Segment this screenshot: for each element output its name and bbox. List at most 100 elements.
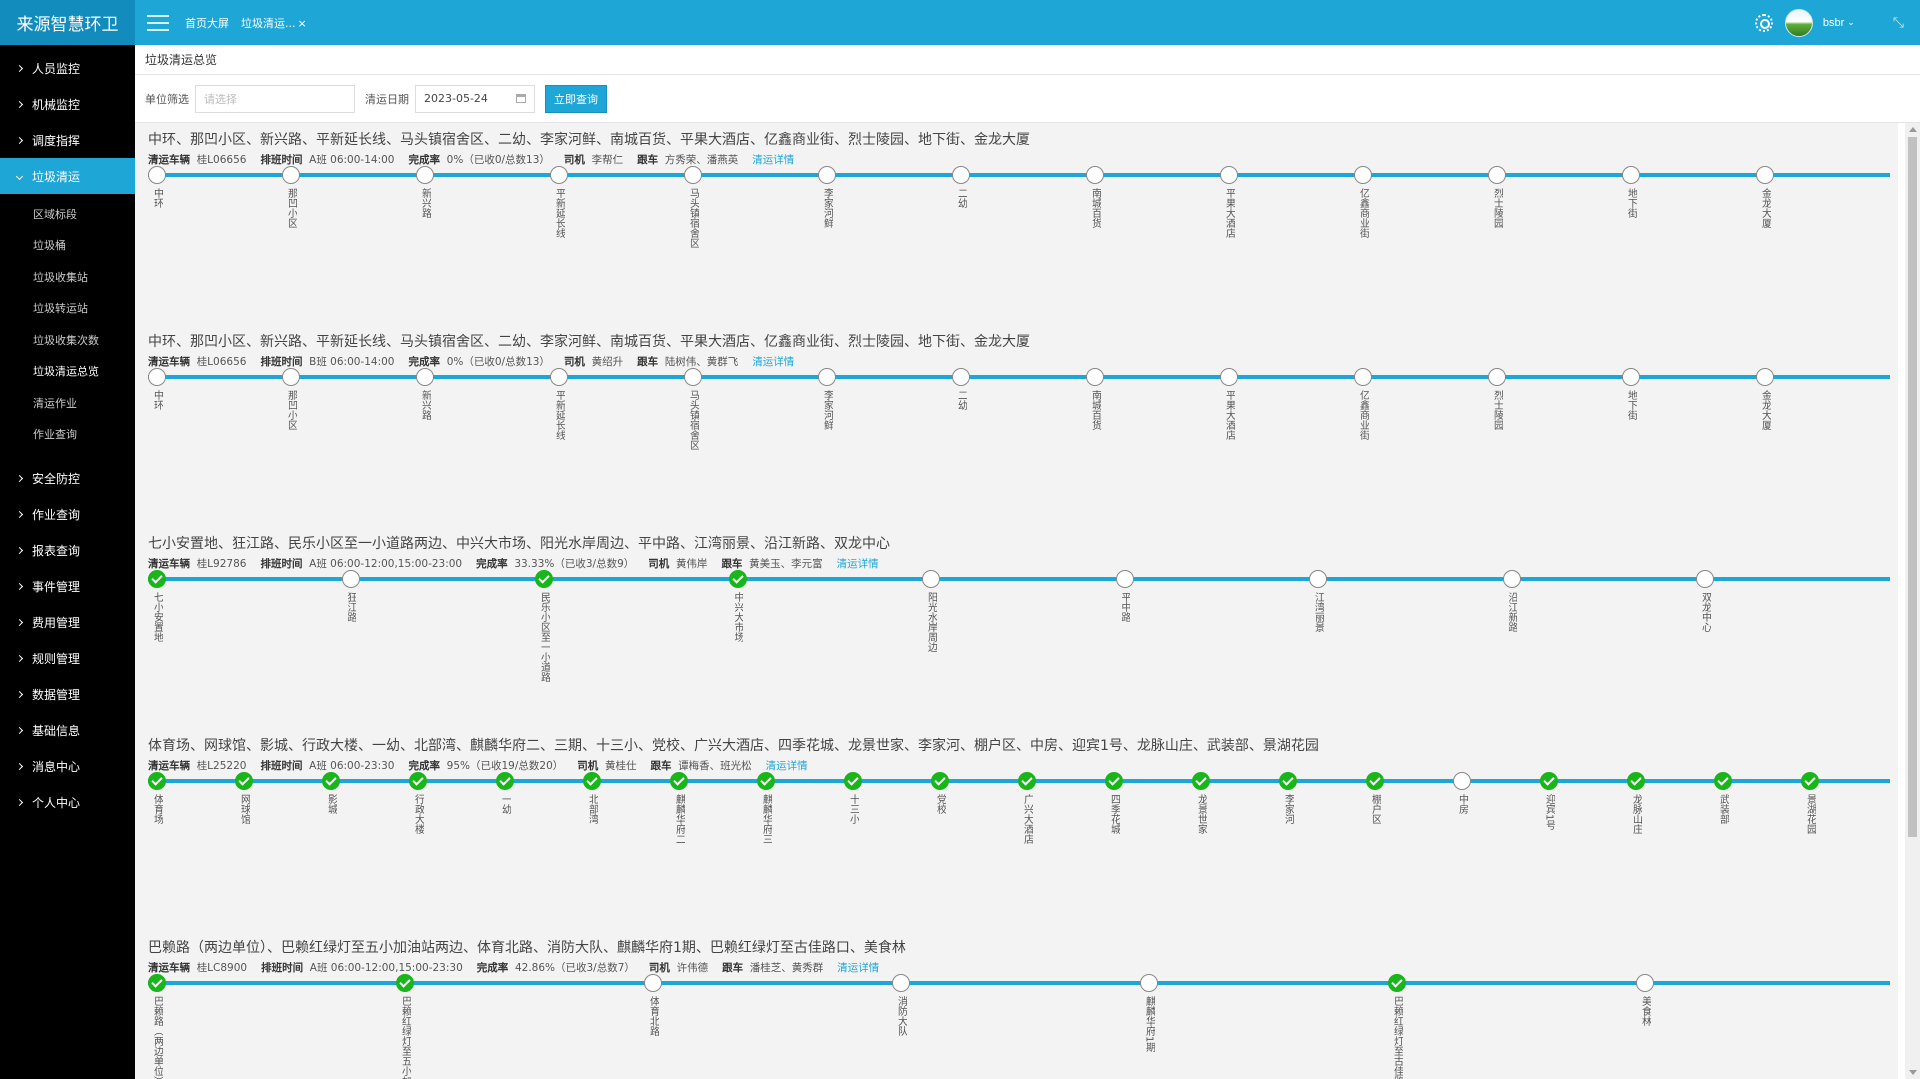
stop-circle-icon[interactable] <box>922 570 940 588</box>
stop-circle-icon[interactable] <box>416 166 434 184</box>
stop-circle-icon[interactable] <box>1453 772 1471 790</box>
route-detail-link[interactable]: 清运详情 <box>836 558 879 570</box>
check-circle-icon[interactable] <box>1105 772 1123 790</box>
check-circle-icon[interactable] <box>1366 772 1384 790</box>
sidebar-item[interactable]: 基础信息 <box>0 712 135 748</box>
check-circle-icon[interactable] <box>1192 772 1210 790</box>
route-detail-link[interactable]: 清运详情 <box>752 356 795 368</box>
sidebar-subitem[interactable]: 垃圾收集次数 <box>33 333 99 347</box>
date-field[interactable]: 2023-05-24 <box>415 84 535 113</box>
collapse-icon[interactable]: ⤡ <box>1892 14 1904 30</box>
stop-circle-icon[interactable] <box>892 974 910 992</box>
stop-circle-icon[interactable] <box>1488 368 1506 386</box>
scroll-up-icon[interactable] <box>1909 127 1917 132</box>
check-circle-icon[interactable] <box>757 772 775 790</box>
check-circle-icon[interactable] <box>535 570 553 588</box>
route-detail-link[interactable]: 清运详情 <box>837 962 880 974</box>
stop-circle-icon[interactable] <box>1488 166 1506 184</box>
sidebar-item[interactable]: 个人中心 <box>0 784 135 820</box>
stop-circle-icon[interactable] <box>644 974 662 992</box>
stop-circle-icon[interactable] <box>1140 974 1158 992</box>
stop-circle-icon[interactable] <box>550 166 568 184</box>
check-circle-icon[interactable] <box>1801 772 1819 790</box>
check-circle-icon[interactable] <box>1018 772 1036 790</box>
sidebar-subitem[interactable]: 垃圾收集站 <box>33 270 88 284</box>
scrollbar[interactable] <box>1905 123 1920 1079</box>
breadcrumb-current[interactable]: 垃圾清运... × <box>241 15 307 31</box>
sidebar-item[interactable]: 垃圾清运 <box>0 158 135 194</box>
chevron-down-icon[interactable]: ⌄ <box>1847 17 1855 27</box>
sidebar-item[interactable]: 事件管理 <box>0 568 135 604</box>
stop-circle-icon[interactable] <box>1086 166 1104 184</box>
check-circle-icon[interactable] <box>1279 772 1297 790</box>
stop-circle-icon[interactable] <box>550 368 568 386</box>
check-circle-icon[interactable] <box>322 772 340 790</box>
close-tab-icon[interactable]: × <box>297 16 307 30</box>
sidebar-item[interactable]: 调度指挥 <box>0 122 135 158</box>
stop-circle-icon[interactable] <box>1622 166 1640 184</box>
stop-circle-icon[interactable] <box>818 166 836 184</box>
stop-circle-icon[interactable] <box>818 368 836 386</box>
query-button[interactable]: 立即查询 <box>545 84 607 113</box>
stop-circle-icon[interactable] <box>1696 570 1714 588</box>
stop-circle-icon[interactable] <box>1354 368 1372 386</box>
sidebar-item[interactable]: 人员监控 <box>0 50 135 86</box>
check-circle-icon[interactable] <box>396 974 414 992</box>
stop-circle-icon[interactable] <box>148 166 166 184</box>
sidebar-subitem[interactable]: 清运作业 <box>33 396 77 410</box>
check-circle-icon[interactable] <box>670 772 688 790</box>
route-detail-link[interactable]: 清运详情 <box>765 760 808 772</box>
check-circle-icon[interactable] <box>728 570 747 588</box>
scroll-down-icon[interactable] <box>1909 1070 1917 1075</box>
stop-circle-icon[interactable] <box>341 570 360 588</box>
sidebar-subitem[interactable]: 垃圾转运站 <box>33 302 88 316</box>
sidebar-item[interactable]: 消息中心 <box>0 748 135 784</box>
stop-circle-icon[interactable] <box>952 166 970 184</box>
unit-select[interactable]: 请选择 <box>195 84 355 113</box>
scrollbar-thumb[interactable] <box>1908 137 1917 837</box>
stop-circle-icon[interactable] <box>1622 368 1640 386</box>
stop-circle-icon[interactable] <box>1220 166 1238 184</box>
sidebar-subitem[interactable]: 区域标段 <box>33 207 77 221</box>
route-detail-link[interactable]: 清运详情 <box>752 154 795 166</box>
stop-circle-icon[interactable] <box>1756 368 1774 386</box>
stop-circle-icon[interactable] <box>1309 570 1327 588</box>
check-circle-icon[interactable] <box>583 772 601 790</box>
stop-circle-icon[interactable] <box>282 166 300 184</box>
sidebar-item[interactable]: 费用管理 <box>0 604 135 640</box>
stop-circle-icon[interactable] <box>1354 166 1372 184</box>
avatar[interactable] <box>1784 8 1813 37</box>
check-circle-icon[interactable] <box>1627 772 1645 790</box>
check-circle-icon[interactable] <box>409 772 427 790</box>
stop-circle-icon[interactable] <box>416 368 434 386</box>
stop-circle-icon[interactable] <box>282 368 300 386</box>
menu-icon[interactable] <box>147 14 169 31</box>
check-circle-icon[interactable] <box>148 570 166 588</box>
sidebar-subitem[interactable]: 垃圾桶 <box>33 239 66 253</box>
sidebar-subitem[interactable]: 作业查询 <box>33 428 77 442</box>
brand-logo[interactable]: 来源智慧环卫 <box>0 0 135 45</box>
check-circle-icon[interactable] <box>148 772 166 790</box>
gear-icon[interactable] <box>1754 13 1773 32</box>
stop-circle-icon[interactable] <box>684 166 702 184</box>
stop-circle-icon[interactable] <box>1220 368 1238 386</box>
check-circle-icon[interactable] <box>235 772 253 790</box>
stop-circle-icon[interactable] <box>1756 166 1774 184</box>
check-circle-icon[interactable] <box>931 772 949 790</box>
sidebar-subitem[interactable]: 垃圾清运总览 <box>33 365 99 379</box>
check-circle-icon[interactable] <box>496 772 514 790</box>
sidebar-item[interactable]: 作业查询 <box>0 496 135 532</box>
calendar-icon[interactable] <box>516 94 526 103</box>
stop-circle-icon[interactable] <box>1086 368 1104 386</box>
sidebar-item[interactable]: 数据管理 <box>0 676 135 712</box>
stop-circle-icon[interactable] <box>1636 974 1654 992</box>
stop-circle-icon[interactable] <box>1502 570 1521 588</box>
sidebar-item[interactable]: 机械监控 <box>0 86 135 122</box>
check-circle-icon[interactable] <box>1540 772 1558 790</box>
check-circle-icon[interactable] <box>844 772 862 790</box>
username[interactable]: bsbr <box>1822 16 1845 29</box>
check-circle-icon[interactable] <box>1714 772 1732 790</box>
stop-circle-icon[interactable] <box>1115 570 1134 588</box>
breadcrumb-home[interactable]: 首页大屏 <box>185 16 229 30</box>
sidebar-item[interactable]: 安全防控 <box>0 460 135 496</box>
